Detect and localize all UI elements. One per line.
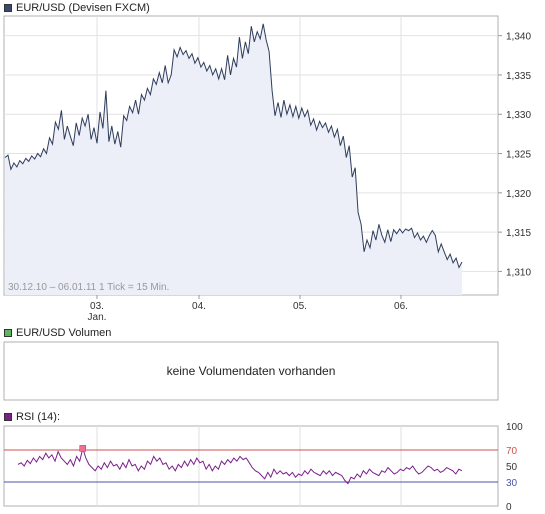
price-y-tick-label: 1,340 xyxy=(506,32,531,43)
price-y-tick-label: 1,335 xyxy=(506,71,531,82)
price-y-tick-label: 1,330 xyxy=(506,110,531,121)
price-y-tick-label: 1,325 xyxy=(506,150,531,161)
price-y-tick-label: 1,315 xyxy=(506,228,531,239)
price-x-tick-label: 06. xyxy=(394,301,408,312)
rsi-overbought-marker xyxy=(79,445,86,452)
price-y-tick-label: 1,320 xyxy=(506,189,531,200)
price-legend: EUR/USD (Devisen FXCM) xyxy=(4,1,150,15)
price-x-month-label: Jan. xyxy=(88,312,107,323)
rsi-legend-label: RSI (14): xyxy=(16,411,61,423)
volume-legend: EUR/USD Volumen xyxy=(4,326,111,340)
volume-legend-label: EUR/USD Volumen xyxy=(16,327,112,339)
rsi-y-tick-label: 30 xyxy=(506,478,518,489)
rsi-y-tick-label: 50 xyxy=(506,462,518,473)
rsi-plot-frame xyxy=(3,425,499,507)
price-legend-swatch-icon xyxy=(4,4,12,12)
volume-panel-frame xyxy=(3,341,499,401)
rsi-y-tick-label: 100 xyxy=(506,422,523,433)
rsi-line-series xyxy=(17,446,463,485)
price-chart: 1,340 1,335 1,330 1,325 1,320 1,315 1,310 03. 04… xyxy=(3,15,531,323)
price-x-tick-label: 04. xyxy=(192,301,206,312)
rsi-legend: RSI (14): xyxy=(4,410,60,424)
volume-no-data-message: keine Volumendaten vorhanden xyxy=(166,364,336,378)
rsi-chart: 100 70 50 30 0 xyxy=(3,422,523,513)
price-x-tick-label: 05. xyxy=(293,301,307,312)
price-area-fill xyxy=(5,23,462,296)
volume-plot-frame xyxy=(3,341,499,401)
price-x-tick-label: 03. xyxy=(90,301,104,312)
price-y-tick-label: 1,310 xyxy=(506,267,531,278)
volume-legend-swatch-icon xyxy=(4,329,12,337)
rsi-y-tick-label: 70 xyxy=(506,446,518,457)
rsi-legend-swatch-icon xyxy=(4,413,12,421)
price-line-series xyxy=(4,23,463,269)
rsi-y-tick-label: 0 xyxy=(506,502,512,513)
price-date-range-note: 30.12.10 – 06.01.11 1 Tick = 15 Min. xyxy=(8,282,169,293)
price-legend-label: EUR/USD (Devisen FXCM) xyxy=(16,2,150,14)
